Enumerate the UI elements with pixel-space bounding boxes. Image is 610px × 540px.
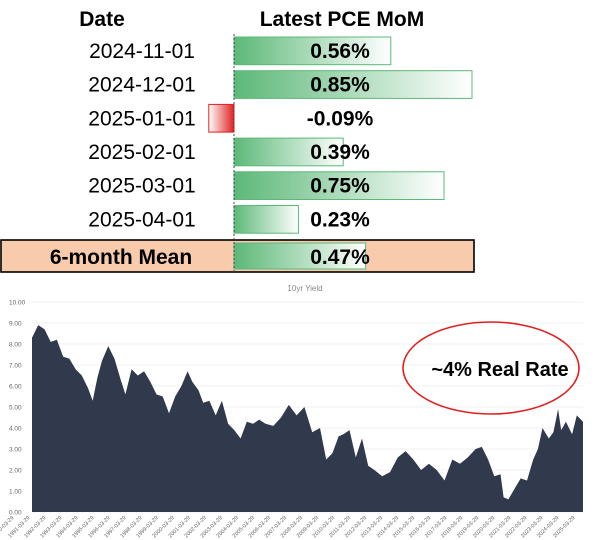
y-tick-label: 9.00 [9,321,22,328]
date-label: 2025-02-01 [88,141,195,164]
y-tick-label: 8.00 [9,342,22,349]
y-tick-label: 4.00 [9,426,22,433]
y-tick-label: 5.00 [9,405,22,412]
annotation-text: ~4% Real Rate [431,359,568,381]
mean-value-label: 0.47% [310,246,370,269]
date-label: 2024-11-01 [89,40,195,63]
date-label: 2025-03-01 [88,175,195,198]
y-tick-label: 3.00 [9,447,22,454]
y-tick-label: 7.00 [9,363,22,370]
pce-bar [233,205,299,234]
pce-value-label: 0.85% [310,74,370,97]
yield-area [32,325,583,512]
mean-label: 6-month Mean [50,246,192,269]
pce-bar [233,70,473,99]
header-pce: Latest PCE MoM [260,8,425,31]
y-tick-label: 2.00 [9,468,22,475]
pce-value-label: 0.39% [310,141,370,164]
pce-bar [208,103,235,133]
pce-table: Date Latest PCE MoM 2024-11-01 0.56% 2024-… [0,8,475,273]
pce-bar [233,171,445,201]
date-label: 2025-04-01 [88,208,195,231]
pce-bar [233,137,344,167]
date-label: 2025-01-01 [88,107,195,130]
annotation-ellipse [402,321,580,415]
y-tick-label: 10.00 [9,300,26,307]
yield-chart: 10yr Yield 0.00 1.00 2.00 3.00 4.00 5.00 6.00 7… [0,284,583,539]
y-tick-label: 1.00 [9,489,22,496]
pce-bar [233,36,392,66]
pce-value-label: -0.09% [307,107,374,130]
chart-title: 10yr Yield [287,284,322,293]
pce-value-label: 0.23% [310,208,370,231]
pce-value-label: 0.75% [310,175,370,198]
pce-value-label: 0.56% [310,40,370,63]
y-tick-label: 0.00 [9,510,22,517]
y-tick-label: 6.00 [9,384,22,391]
header-date: Date [79,8,125,31]
date-label: 2024-12-01 [88,74,195,97]
